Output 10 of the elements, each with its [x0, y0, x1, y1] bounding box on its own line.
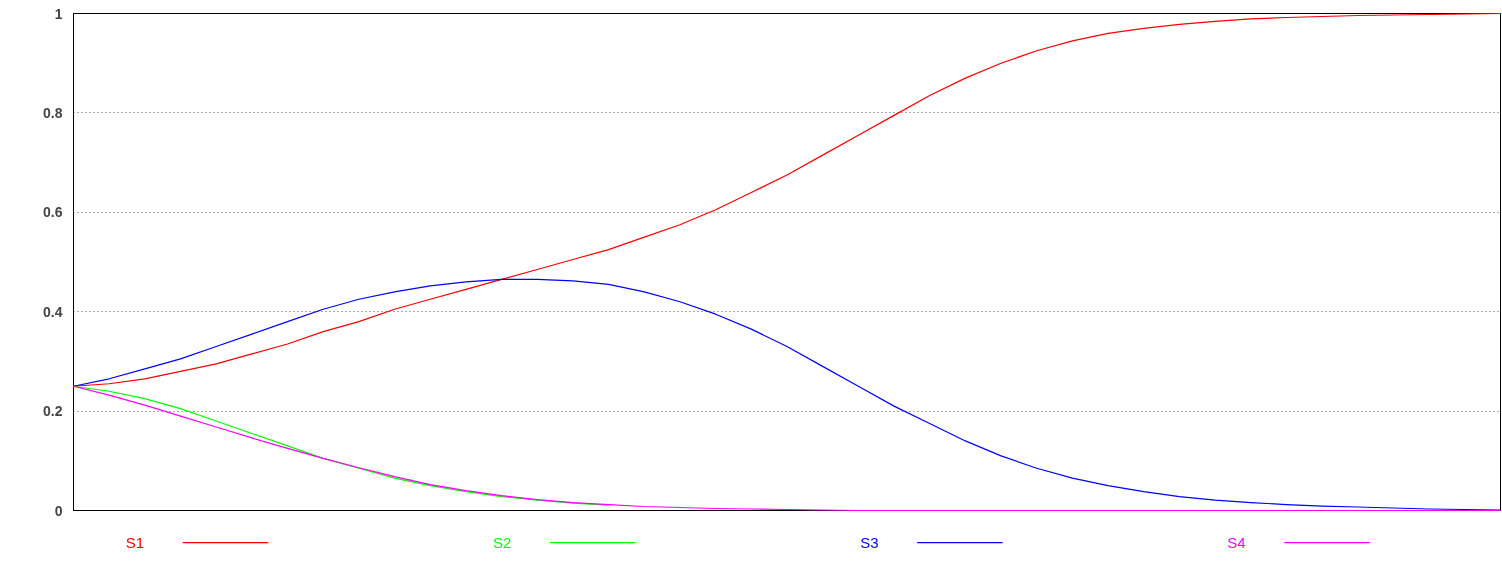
text: S2	[492, 534, 512, 552]
series-label: S4	[1227, 534, 1246, 552]
y-tick-label: 0.2	[43, 403, 63, 420]
y-tick-label: 0.4	[43, 303, 63, 320]
y-tick-label: 0.6	[43, 204, 63, 221]
y-tick-label: 0.8	[43, 104, 63, 121]
y-tick-label: 0	[54, 502, 63, 519]
y-tick-label: 1	[54, 5, 63, 22]
text: S3	[860, 534, 879, 552]
text: S1	[125, 534, 145, 552]
